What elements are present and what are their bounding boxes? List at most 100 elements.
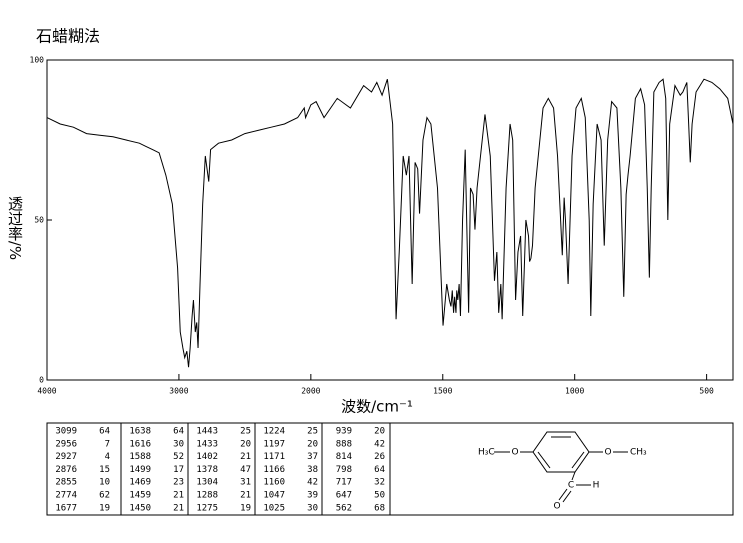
wavenumber-cell: 1450 [129,503,151,513]
wavenumber-cell: 1402 [196,452,218,462]
wavenumber-cell: 647 [336,491,352,501]
transmittance-cell: 19 [99,503,110,513]
atom-label: O [553,502,560,512]
x-axis-label: 波数/cm⁻¹ [341,398,413,416]
transmittance-cell: 30 [173,439,184,449]
transmittance-cell: 42 [307,478,318,488]
bond [562,490,572,503]
transmittance-cell: 21 [173,491,184,501]
transmittance-cell: 25 [240,427,251,437]
transmittance-cell: 20 [374,427,385,437]
wavenumber-cell: 2956 [55,439,77,449]
transmittance-cell: 19 [240,503,251,513]
wavenumber-cell: 1275 [196,503,218,513]
bond [558,488,568,501]
transmittance-cell: 31 [240,478,251,488]
atom-label: O [604,448,611,458]
wavenumber-cell: 1499 [129,465,151,475]
wavenumber-cell: 1588 [129,452,151,462]
x-tick-label: 1000 [565,387,584,396]
wavenumber-cell: 1166 [263,465,285,475]
wavenumber-cell: 814 [336,452,352,462]
wavenumber-cell: 1443 [196,427,218,437]
wavenumber-cell: 888 [336,439,352,449]
x-tick-label: 1500 [433,387,452,396]
bond [571,471,576,481]
y-tick-label: 50 [34,216,44,225]
transmittance-cell: 47 [240,465,251,475]
chart-title: 石蜡糊法 [36,27,100,46]
atom-label: H₃C [478,448,495,458]
transmittance-cell: 21 [240,452,251,462]
wavenumber-cell: 1288 [196,491,218,501]
transmittance-cell: 64 [173,427,184,437]
transmittance-cell: 30 [307,503,318,513]
transmittance-cell: 50 [374,491,385,501]
wavenumber-cell: 3099 [55,427,77,437]
wavenumber-cell: 2774 [55,491,77,501]
transmittance-cell: 17 [173,465,184,475]
x-tick-label: 2000 [301,387,320,396]
transmittance-cell: 42 [374,439,385,449]
wavenumber-cell: 2876 [55,465,77,475]
spectrum-line [46,78,734,368]
transmittance-cell: 39 [307,491,318,501]
transmittance-cell: 64 [99,427,110,437]
wavenumber-cell: 1677 [55,503,77,513]
plot-frame [46,59,734,381]
y-tick-label: 0 [39,376,44,385]
transmittance-cell: 68 [374,503,385,513]
wavenumber-cell: 1616 [129,439,151,449]
atom-label: CH₃ [630,448,647,458]
wavenumber-cell: 1378 [196,465,218,475]
wavenumber-cell: 1638 [129,427,151,437]
wavenumber-cell: 1469 [129,478,151,488]
transmittance-cell: 20 [240,439,251,449]
transmittance-cell: 23 [173,478,184,488]
transmittance-cell: 10 [99,478,110,488]
transmittance-cell: 4 [105,452,110,462]
wavenumber-cell: 1047 [263,491,285,501]
bond [571,451,585,469]
transmittance-cell: 64 [374,465,385,475]
transmittance-cell: 26 [374,452,385,462]
wavenumber-cell: 1224 [263,427,285,437]
y-tick-label: 100 [30,56,45,65]
transmittance-cell: 21 [173,503,184,513]
transmittance-cell: 21 [240,491,251,501]
x-tick-label: 3000 [169,387,188,396]
transmittance-cell: 7 [105,439,110,449]
transmittance-cell: 38 [307,465,318,475]
transmittance-cell: 15 [99,465,110,475]
y-axis-label: 透过率/% [6,196,24,260]
wavenumber-cell: 798 [336,465,352,475]
structure-bonds [494,431,628,503]
wavenumber-cell: 1304 [196,478,218,488]
wavenumber-cell: 717 [336,478,352,488]
x-tick-label: 4000 [37,387,56,396]
transmittance-cell: 25 [307,427,318,437]
transmittance-cell: 32 [374,478,385,488]
atom-label: O [511,448,518,458]
ring [532,431,590,473]
transmittance-cell: 62 [99,491,110,501]
wavenumber-cell: 939 [336,427,352,437]
wavenumber-cell: 1025 [263,503,285,513]
table-dividers [120,423,391,515]
wavenumber-cell: 2855 [55,478,77,488]
wavenumber-cell: 1171 [263,452,285,462]
transmittance-cell: 37 [307,452,318,462]
wavenumber-cell: 562 [336,503,352,513]
atom-label: H [593,481,600,491]
wavenumber-cell: 1433 [196,439,218,449]
transmittance-cell: 20 [307,439,318,449]
bond [537,451,551,469]
atom-label: C [568,481,574,491]
x-tick-label: 500 [699,387,714,396]
wavenumber-cell: 1197 [263,439,285,449]
wavenumber-cell: 2927 [55,452,77,462]
transmittance-cell: 52 [173,452,184,462]
structure-labels: H₃C O O CH₃ C H O [478,448,647,512]
wavenumber-cell: 1160 [263,478,285,488]
